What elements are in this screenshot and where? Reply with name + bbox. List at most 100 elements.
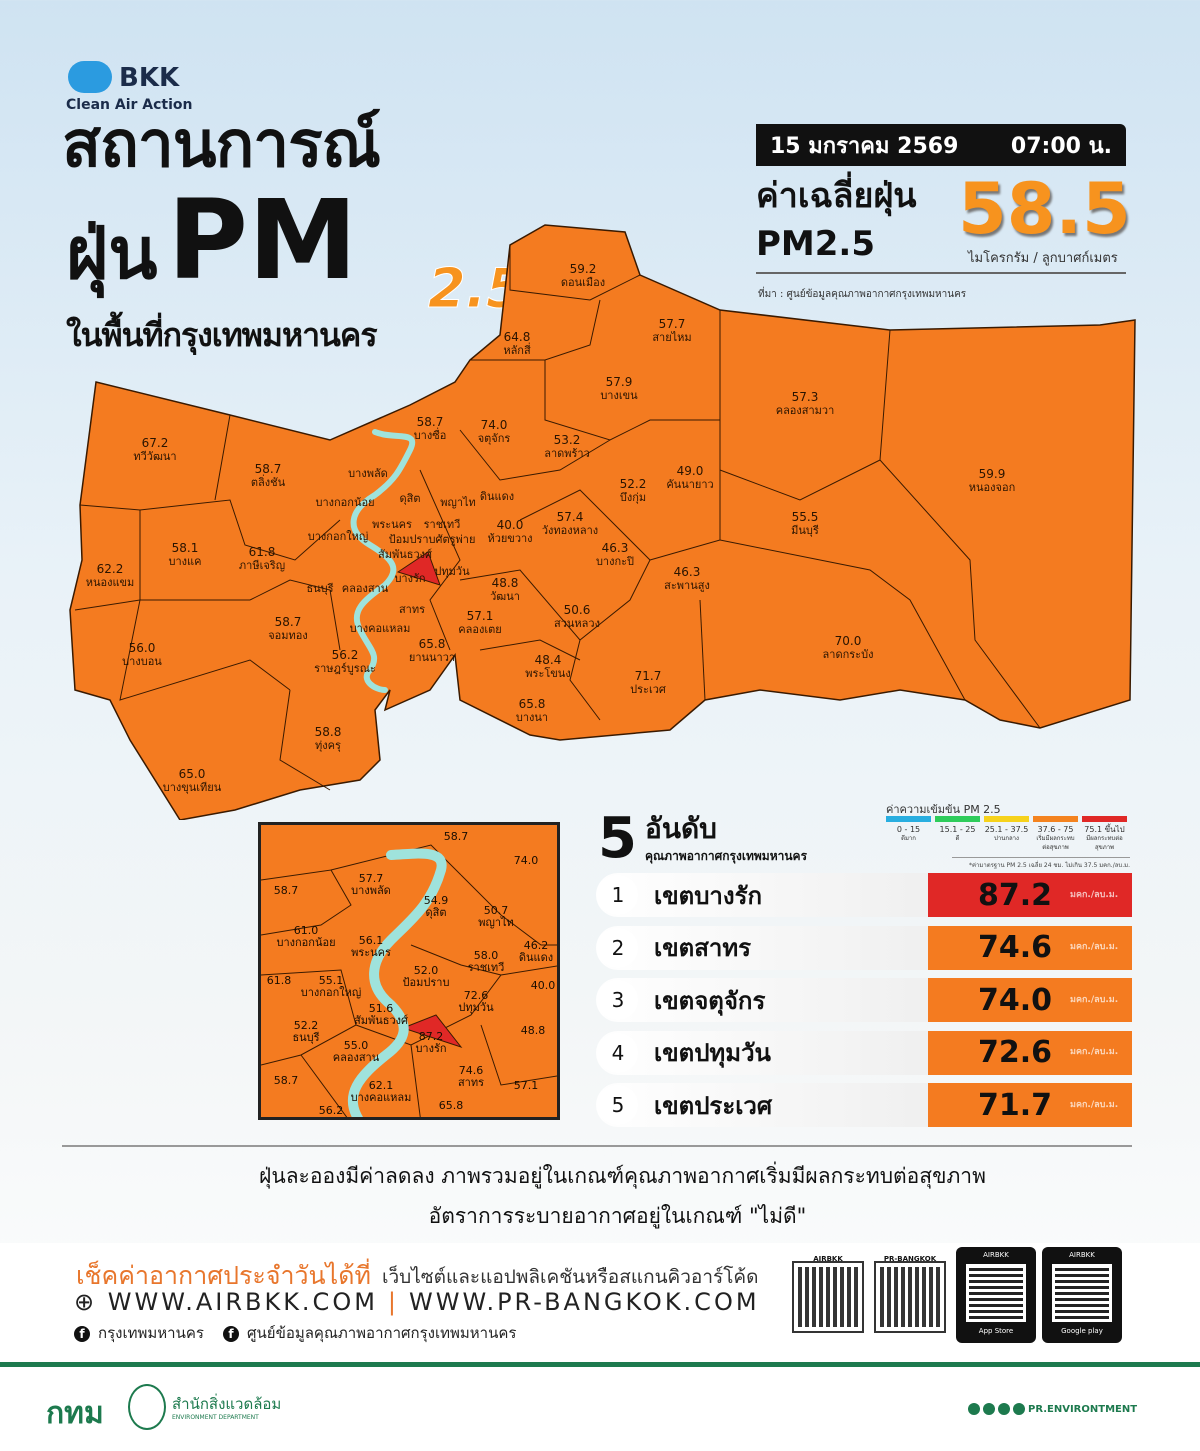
inset-district-label: 58.0 ราชเทวี: [468, 950, 505, 974]
district-value: 56.2: [331, 648, 359, 662]
divider: [756, 272, 1126, 274]
legend-swatch: [984, 816, 1029, 822]
district-name: หนองจอก: [968, 481, 1016, 494]
facebook-bangkok[interactable]: กรุงเทพมหานคร: [98, 1324, 204, 1342]
legend-swatch: [1033, 816, 1078, 822]
district-value: 65.8: [418, 637, 446, 651]
district-label: 74.0 จตุจักร: [478, 418, 511, 446]
district-label: คลองสาน: [342, 582, 389, 596]
district-name: ธนบุรี: [306, 582, 334, 595]
district-value: 72.6: [463, 989, 489, 1002]
district-value: 74.0: [480, 418, 508, 432]
inset-district-label: 72.6 ปทุมวัน: [458, 990, 493, 1014]
district-label: 70.0 ลาดกระบัง: [823, 634, 874, 662]
legend-swatch: [935, 816, 980, 822]
district-value: 67.2: [141, 436, 169, 450]
district-value: 57.1: [466, 609, 494, 623]
district-label: 64.8 หลักสี่: [503, 330, 530, 358]
district-label: 57.7 สายไหม: [652, 317, 691, 345]
district-label: 48.8 วัฒนา: [490, 576, 520, 604]
district-name: ลาดกระบัง: [822, 648, 874, 661]
rank-number: 2: [598, 927, 638, 968]
district-value: 65.8: [438, 1099, 464, 1112]
inset-district-label: 61.8: [267, 975, 292, 987]
airbkk-link[interactable]: WWW.AIRBKK.COM: [107, 1288, 378, 1316]
district-value: 58.7: [273, 884, 299, 897]
rank-number: 5: [598, 1085, 638, 1125]
divider: [62, 1145, 1132, 1147]
district-name: ปทุมวัน: [458, 1001, 494, 1014]
district-label: บางพลัด: [348, 467, 388, 481]
district-label: 67.2 ทวีวัฒนา: [133, 436, 176, 464]
inset-district-label: 50.7 พญาไท: [478, 905, 514, 929]
bangrak-highlight: [396, 551, 441, 586]
google-play-qr[interactable]: AIRBKK Google play: [1042, 1247, 1122, 1343]
district-value: 52.2: [293, 1019, 319, 1032]
district-label: 58.7 บางซื่อ: [414, 415, 447, 443]
district-name: บางซื่อ: [413, 429, 447, 442]
qr-pr-bangkok[interactable]: PR-BANGKOK: [874, 1255, 946, 1333]
district-name: บางบอน: [122, 655, 162, 668]
district-label: 56.2 ราษฎร์บูรณะ: [314, 648, 376, 676]
legend-swatch: [886, 816, 931, 822]
summary-note: ฝุ่นละอองมีค่าลดลง ภาพรวมอยู่ในเกณฑ์คุณภ…: [259, 1164, 986, 1188]
district-name: พญาไท: [478, 916, 514, 929]
rank-district: เขตปทุมวัน: [654, 1039, 771, 1067]
facebook-air-center[interactable]: ศูนย์ข้อมูลคุณภาพอากาศกรุงเทพมหานคร: [247, 1324, 517, 1342]
district-value: 48.8: [520, 1024, 546, 1037]
rank-district: เขตบางรัก: [654, 881, 763, 910]
district-label: ป้อมปราบศัตรูพ่าย: [389, 533, 476, 547]
district-name: พระโขนง: [525, 667, 571, 680]
rank-unit: มคก./ลบ.ม.: [1070, 1099, 1119, 1110]
district-value: 51.6: [368, 1002, 394, 1015]
district-value: 74.0: [513, 854, 539, 867]
district-name: วังทองหลาง: [541, 524, 599, 537]
inset-district-label: 65.8: [439, 1100, 464, 1112]
district-value: 58.8: [314, 725, 342, 739]
district-value: 55.1: [318, 974, 344, 987]
district-name: ดินแดง: [518, 951, 554, 964]
legend-desc: ปานกลาง: [994, 835, 1019, 842]
rank-value: 74.6: [978, 930, 1053, 965]
facebook-icon: f: [223, 1326, 239, 1342]
ranking-subtitle: คุณภาพอากาศกรุงเทพมหานคร: [645, 849, 808, 863]
pr-bangkok-link[interactable]: WWW.PR-BANGKOK.COM: [409, 1288, 760, 1316]
ranking-row: 4 เขตปทุมวัน 72.6 มคก./ลบ.ม.: [596, 1030, 1132, 1075]
district-value: 59.9: [978, 467, 1006, 481]
district-value: 62.1: [368, 1079, 394, 1092]
rank-unit: มคก./ลบ.ม.: [1070, 994, 1119, 1005]
district-value: 58.7: [273, 1074, 299, 1087]
district-label: ดินแดง: [480, 490, 514, 504]
district-value: 61.0: [293, 924, 319, 937]
qr-label: AIRBKK: [813, 1255, 843, 1263]
district-name: จตุจักร: [477, 432, 511, 445]
district-value: 57.9: [605, 375, 633, 389]
district-value: 64.8: [503, 330, 531, 344]
inset-district-label: 57.1: [514, 1080, 539, 1092]
app-store-qr[interactable]: AIRBKK App Store: [956, 1247, 1036, 1343]
inset-district-label: 52.0 ป้อมปราบ: [403, 965, 450, 989]
district-name: จอมทอง: [268, 629, 308, 642]
youtube-icon: [983, 1403, 995, 1415]
rank-district: เขตจตุจักร: [654, 986, 766, 1015]
district-label: 46.3 บางกะปิ: [596, 541, 634, 569]
district-label: 57.1 คลองเตย: [458, 609, 501, 637]
district-name: ธนบุรี: [292, 1031, 320, 1044]
avg-label: ค่าเฉลี่ยฝุ่น: [756, 176, 917, 216]
inset-district-label: 74.0: [514, 855, 539, 867]
district-name: สัมพันธวงศ์: [354, 1014, 408, 1027]
district-label: 48.4 พระโขนง: [525, 653, 570, 681]
ranking-row: 5 เขตประเวศ 71.7 มคก./ลบ.ม.: [596, 1083, 1132, 1127]
qr-label: PR-BANGKOK: [883, 1255, 937, 1263]
district-name: หนองแขม: [85, 576, 135, 589]
district-label: ราชเทวี: [424, 518, 461, 532]
district-label: 57.9 บางเขน: [600, 375, 637, 403]
district-value: 50.6: [563, 603, 591, 617]
district-label: พญาไท: [440, 496, 476, 510]
district-value: 71.7: [634, 669, 662, 683]
chao-phraya-river: [350, 429, 416, 693]
bangkok-district-map: [69, 224, 1136, 820]
inset-map-shape: [261, 844, 557, 1117]
qr-airbkk[interactable]: AIRBKK: [792, 1255, 864, 1333]
district-label: 62.2 หนองแขม: [86, 562, 135, 590]
